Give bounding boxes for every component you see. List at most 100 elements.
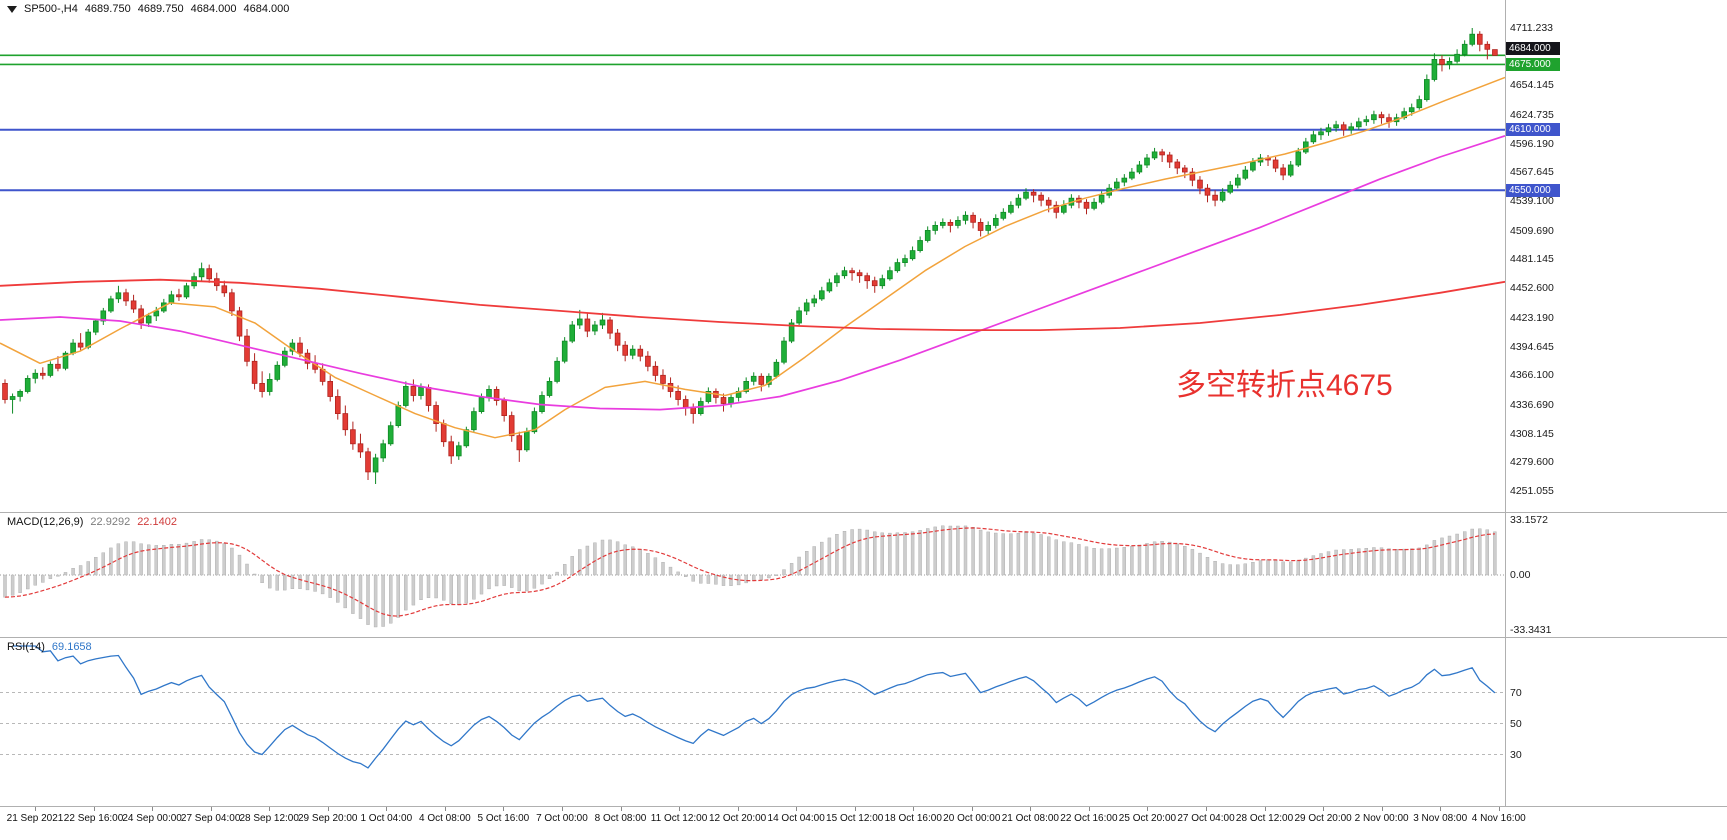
time-tick (561, 807, 563, 811)
price-tick-label: 4596.190 (1510, 137, 1554, 150)
time-label: 15 Oct 12:00 (826, 813, 884, 824)
rsi-header: RSI(14) 69.1658 (7, 641, 92, 653)
time-axis-separator (0, 806, 1727, 807)
time-tick (971, 807, 973, 811)
time-tick (913, 807, 915, 811)
time-label: 2 Nov 00:00 (1354, 813, 1409, 824)
time-label: 11 Oct 12:00 (650, 813, 708, 824)
price-tick-label: 4423.190 (1510, 311, 1554, 324)
time-tick (1147, 807, 1149, 811)
rsi-axis-label: 30 (1510, 748, 1522, 761)
time-tick (503, 807, 505, 811)
time-tick (93, 807, 95, 811)
price-badge: 4550.000 (1506, 183, 1560, 197)
time-label: 21 Sep 2021 (6, 813, 64, 824)
time-tick (35, 807, 36, 811)
price-badge: 4610.000 (1506, 123, 1560, 137)
rsi-label: RSI(14) (7, 641, 45, 653)
price-tick-label: 4308.145 (1510, 427, 1554, 440)
time-label: 22 Sep 16:00 (63, 813, 124, 824)
time-tick (444, 807, 446, 811)
time-label: 22 Oct 16:00 (1060, 813, 1118, 824)
time-tick (679, 807, 681, 811)
time-label: 27 Sep 04:00 (180, 813, 241, 824)
time-tick (327, 807, 329, 811)
low-value: 4684.000 (190, 3, 237, 15)
time-label: 3 Nov 08:00 (1413, 813, 1468, 824)
time-tick (210, 807, 212, 811)
time-label: 20 Oct 00:00 (943, 813, 1001, 824)
price-tick-label: 4539.100 (1510, 195, 1554, 208)
panel-separator-rsi[interactable] (0, 637, 1727, 638)
macd-axis-label: 0.00 (1510, 569, 1531, 581)
high-value: 4689.750 (137, 3, 184, 15)
price-tick-label: 4624.735 (1510, 108, 1554, 121)
time-tick (1440, 807, 1442, 811)
macd-main-value: 22.9292 (90, 516, 131, 528)
time-label: 5 Oct 16:00 (477, 813, 530, 824)
macd-label: MACD(12,26,9) (7, 516, 84, 528)
price-badge: 4675.000 (1506, 57, 1560, 71)
rsi-axis-label: 50 (1510, 717, 1522, 730)
time-label: 7 Oct 00:00 (536, 813, 588, 824)
time-tick (1030, 807, 1032, 811)
price-chart-plot[interactable] (0, 0, 1505, 512)
time-label: 29 Sep 20:00 (298, 813, 358, 824)
ohlc-readout: SP500-,H4 4689.750 4689.750 4684.000 468… (7, 3, 289, 15)
chart-annotation-text: 多空转折点4675 (1176, 369, 1393, 402)
close-value: 4684.000 (243, 3, 290, 15)
price-tick-label: 4279.600 (1510, 456, 1554, 469)
price-badge: 4684.000 (1506, 41, 1560, 55)
time-label: 21 Oct 08:00 (1001, 813, 1059, 824)
price-tick-label: 4567.645 (1510, 166, 1554, 179)
rsi-indicator-plot[interactable] (0, 638, 1505, 806)
price-tick-label: 4336.690 (1510, 398, 1554, 411)
price-tick-label: 4366.100 (1510, 369, 1554, 382)
time-label: 28 Oct 12:00 (1235, 813, 1294, 824)
time-tick (1323, 807, 1325, 811)
panel-separator-macd[interactable] (0, 512, 1727, 513)
rsi-value: 69.1658 (51, 641, 92, 653)
time-tick (1498, 807, 1500, 811)
macd-indicator-plot[interactable] (0, 513, 1505, 637)
macd-axis-label: 33.1572 (1510, 514, 1548, 526)
open-value: 4689.750 (84, 3, 131, 15)
time-tick (1206, 807, 1207, 811)
time-label: 4 Oct 08:00 (418, 813, 471, 824)
time-label: 8 Oct 08:00 (594, 813, 647, 824)
time-label: 14 Oct 04:00 (767, 813, 825, 824)
time-tick (1381, 807, 1383, 811)
price-tick-label: 4394.645 (1510, 340, 1554, 353)
price-tick-label: 4711.233 (1510, 21, 1554, 34)
time-tick (620, 807, 622, 811)
price-tick-label: 4654.145 (1510, 79, 1554, 92)
price-tick-label: 4452.600 (1510, 282, 1554, 295)
macd-axis-label: -33.3431 (1510, 624, 1552, 636)
time-label: 1 Oct 04:00 (360, 813, 413, 824)
time-tick (386, 807, 388, 811)
time-tick (269, 807, 271, 811)
time-label: 29 Oct 20:00 (1294, 813, 1352, 824)
price-tick-label: 4509.690 (1510, 224, 1554, 237)
rsi-axis-label: 70 (1510, 686, 1522, 699)
price-axis-border (1505, 0, 1506, 806)
time-tick (1088, 807, 1090, 811)
time-tick (152, 807, 154, 811)
price-tick-label: 4251.055 (1510, 485, 1554, 497)
time-tick (737, 807, 739, 811)
time-label: 28 Sep 12:00 (239, 813, 299, 824)
time-label: 4 Nov 16:00 (1471, 813, 1526, 824)
time-tick (854, 807, 856, 811)
symbol-period-label: SP500-,H4 (24, 3, 78, 15)
time-label: 27 Oct 04:00 (1177, 813, 1235, 824)
time-tick (1264, 807, 1266, 811)
time-label: 24 Sep 00:00 (122, 813, 182, 824)
macd-signal-value: 22.1402 (137, 516, 177, 528)
macd-header: MACD(12,26,9) 22.9292 22.1402 (7, 516, 177, 528)
price-tick-label: 4481.145 (1510, 253, 1554, 266)
symbol-marker-icon (7, 6, 17, 13)
time-axis[interactable]: 21 Sep 2021 22 Sep 16:00 24 Sep 00:00 27 Se… (0, 807, 1727, 840)
time-label: 12 Oct 20:00 (708, 813, 767, 824)
time-label: 18 Oct 16:00 (884, 813, 942, 824)
